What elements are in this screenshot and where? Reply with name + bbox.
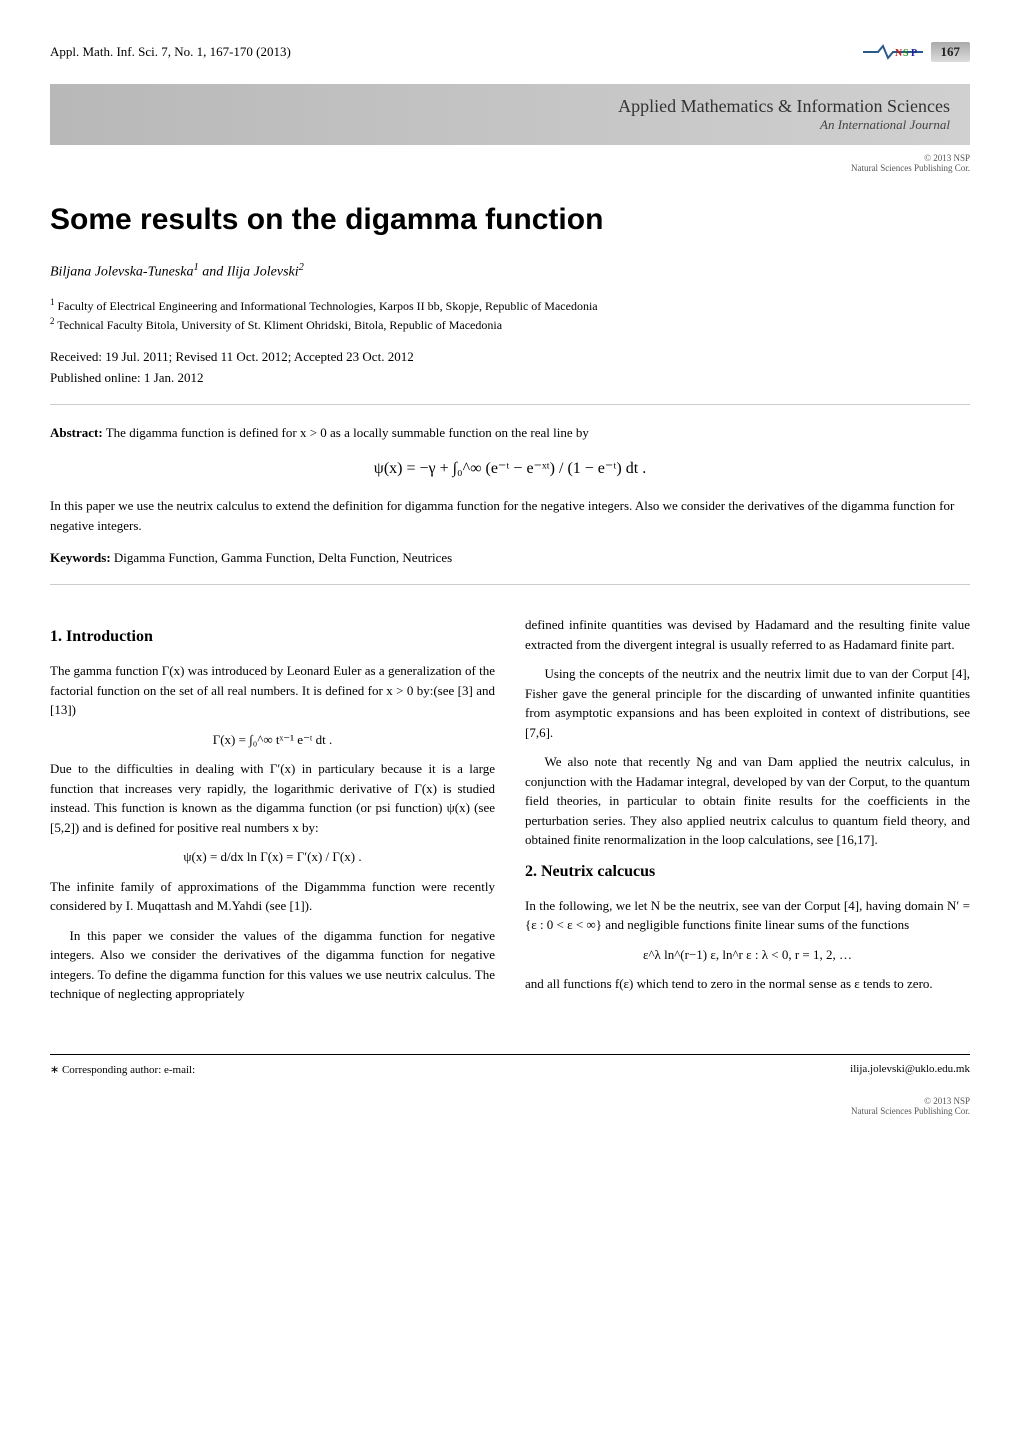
- corresponding-label: ∗ Corresponding author: e-mail:: [50, 1063, 195, 1076]
- keywords-text: Digamma Function, Gamma Function, Delta …: [111, 550, 453, 565]
- journal-banner: Applied Mathematics & Information Scienc…: [50, 84, 970, 145]
- abstract-text-1: The digamma function is defined for x > …: [103, 425, 589, 440]
- page-header: Appl. Math. Inf. Sci. 7, No. 1, 167-170 …: [50, 40, 970, 64]
- svg-text:S: S: [903, 48, 909, 59]
- paper-title: Some results on the digamma function: [50, 203, 970, 237]
- col2-p3: We also note that recently Ng and van Da…: [525, 752, 970, 850]
- intro-p1: The gamma function Γ(x) was introduced b…: [50, 661, 495, 720]
- intro-p2: Due to the difficulties in dealing with …: [50, 759, 495, 837]
- received-line: Received: 19 Jul. 2011; Revised 11 Oct. …: [50, 349, 970, 365]
- footer-copyright: © 2013 NSP Natural Sciences Publishing C…: [50, 1096, 970, 1116]
- abstract-block: Abstract: The digamma function is define…: [50, 423, 970, 536]
- keywords-block: Keywords: Digamma Function, Gamma Functi…: [50, 550, 970, 566]
- section-2-heading: 2. Neutrix calcucus: [525, 860, 970, 884]
- keywords-label: Keywords:: [50, 550, 111, 565]
- journal-subtitle: An International Journal: [70, 117, 950, 133]
- authors-and: and Ilija Jolevski: [199, 265, 299, 280]
- footer-copyright-symbol: ©: [924, 1096, 931, 1106]
- copyright-year: 2013 NSP: [933, 153, 970, 163]
- logo-container: N S P 167: [863, 40, 971, 64]
- corresponding-email: ilija.jolevski@uklo.edu.mk: [850, 1063, 970, 1076]
- col2-p5: and all functions f(ε) which tend to zer…: [525, 974, 970, 994]
- intro-eq2: ψ(x) = d/dx ln Γ(x) = Γ′(x) / Γ(x) .: [50, 847, 495, 867]
- svg-text:N: N: [895, 48, 903, 59]
- section-1-heading: 1. Introduction: [50, 625, 495, 649]
- affiliation-1: 1 Faculty of Electrical Engineering and …: [50, 296, 970, 315]
- published-line: Published online: 1 Jan. 2012: [50, 370, 970, 386]
- footer: ∗ Corresponding author: e-mail: ilija.jo…: [50, 1054, 970, 1076]
- col2-p1: defined infinite quantities was devised …: [525, 615, 970, 654]
- divider-2: [50, 584, 970, 585]
- intro-eq1: Γ(x) = ∫₀^∞ tˣ⁻¹ e⁻ᵗ dt .: [50, 730, 495, 750]
- col2-p4: In the following, we let N be the neutri…: [525, 896, 970, 935]
- abstract-text-2: In this paper we use the neutrix calculu…: [50, 496, 970, 535]
- citation-text: Appl. Math. Inf. Sci. 7, No. 1, 167-170 …: [50, 44, 291, 60]
- author-2-sup: 2: [299, 262, 304, 273]
- body-columns: 1. Introduction The gamma function Γ(x) …: [50, 615, 970, 1014]
- svg-text:P: P: [911, 48, 917, 59]
- affiliations: 1 Faculty of Electrical Engineering and …: [50, 296, 970, 334]
- col2-eq: ε^λ ln^(r−1) ε, ln^r ε : λ < 0, r = 1, 2…: [525, 945, 970, 965]
- abstract-label: Abstract:: [50, 425, 103, 440]
- copyright-symbol: ©: [924, 153, 931, 163]
- author-1: Biljana Jolevska-Tuneska: [50, 265, 193, 280]
- affil-2-text: Technical Faculty Bitola, University of …: [55, 318, 503, 332]
- authors-line: Biljana Jolevska-Tuneska1 and Ilija Jole…: [50, 262, 970, 281]
- col2-p2: Using the concepts of the neutrix and th…: [525, 664, 970, 742]
- top-copyright: © 2013 NSP Natural Sciences Publishing C…: [50, 153, 970, 173]
- intro-p4: In this paper we consider the values of …: [50, 926, 495, 1004]
- left-column: 1. Introduction The gamma function Γ(x) …: [50, 615, 495, 1014]
- divider-1: [50, 404, 970, 405]
- nsp-logo-icon: N S P: [863, 40, 923, 64]
- affiliation-2: 2 Technical Faculty Bitola, University o…: [50, 315, 970, 334]
- affil-1-text: Faculty of Electrical Engineering and In…: [55, 299, 598, 313]
- copyright-publisher: Natural Sciences Publishing Cor.: [851, 163, 970, 173]
- intro-p3: The infinite family of approximations of…: [50, 877, 495, 916]
- journal-name: Applied Mathematics & Information Scienc…: [70, 96, 950, 117]
- abstract-equation: ψ(x) = −γ + ∫₀^∞ (e⁻ᵗ − e⁻ˣᵗ) / (1 − e⁻ᵗ…: [50, 457, 970, 481]
- footer-copyright-pub: Natural Sciences Publishing Cor.: [851, 1106, 970, 1116]
- footer-copyright-year: 2013 NSP: [931, 1096, 970, 1106]
- page-number: 167: [931, 42, 971, 62]
- right-column: defined infinite quantities was devised …: [525, 615, 970, 1014]
